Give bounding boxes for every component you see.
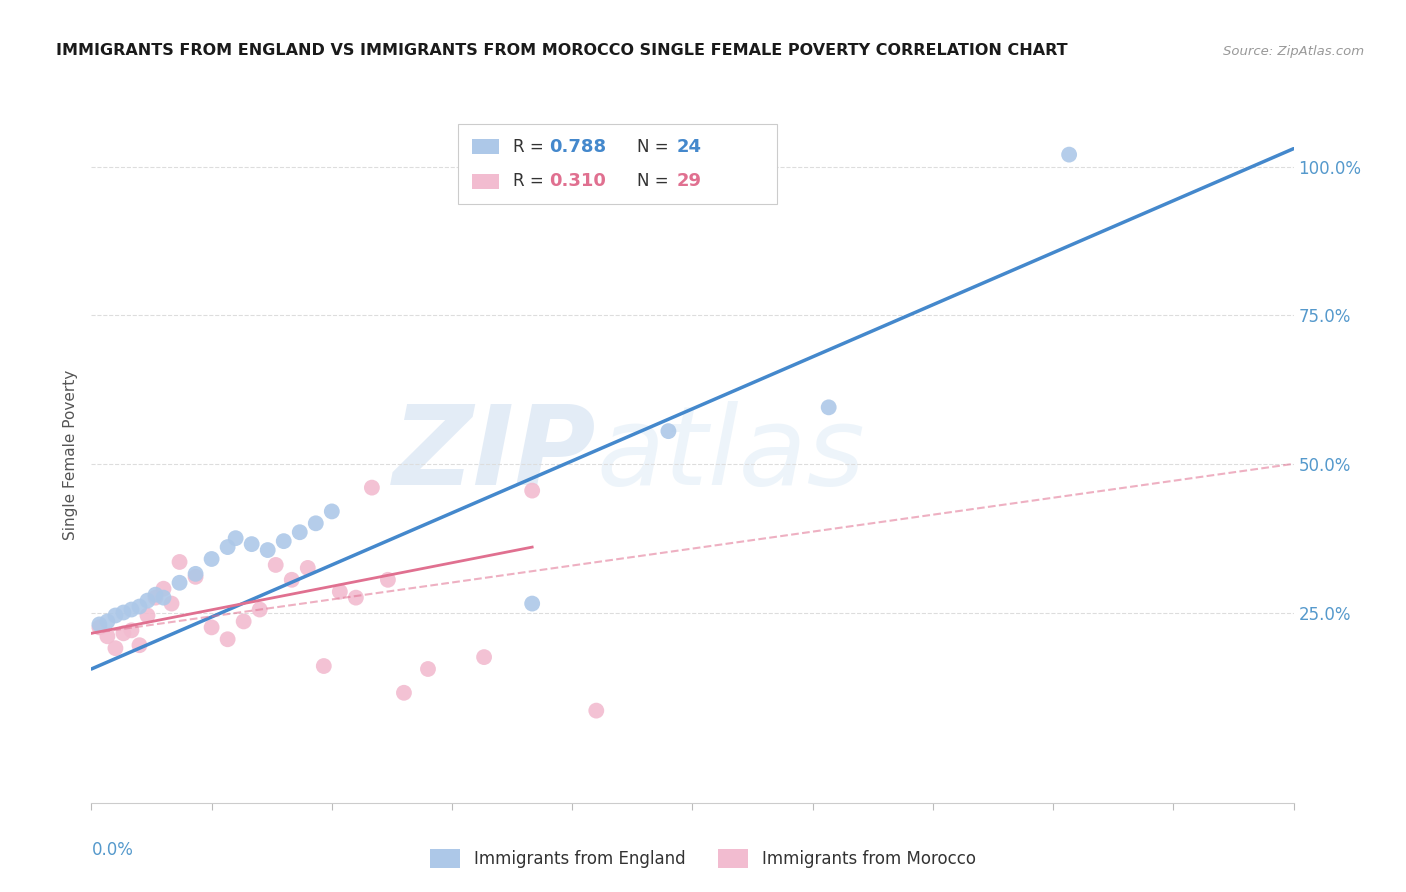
Point bbox=[112, 626, 135, 640]
Point bbox=[329, 584, 352, 599]
Point bbox=[217, 632, 239, 647]
Point bbox=[152, 591, 174, 605]
Text: R =: R = bbox=[513, 137, 550, 156]
Bar bbox=[472, 139, 499, 154]
Point bbox=[256, 543, 278, 558]
Point bbox=[104, 641, 127, 656]
Point bbox=[217, 540, 239, 554]
Text: R =: R = bbox=[513, 172, 550, 191]
Point bbox=[249, 602, 271, 616]
Text: 0.310: 0.310 bbox=[550, 172, 606, 191]
Point bbox=[281, 573, 304, 587]
Point bbox=[1057, 147, 1080, 161]
Point bbox=[817, 401, 839, 415]
Point bbox=[225, 531, 247, 545]
Y-axis label: Single Female Poverty: Single Female Poverty bbox=[62, 370, 77, 540]
Point bbox=[145, 588, 167, 602]
Point bbox=[184, 566, 207, 581]
Point bbox=[522, 597, 544, 611]
Point bbox=[360, 481, 382, 495]
Point bbox=[240, 537, 263, 551]
Text: atlas: atlas bbox=[596, 401, 865, 508]
Point bbox=[128, 638, 150, 652]
Text: N =: N = bbox=[637, 137, 673, 156]
Point bbox=[160, 597, 183, 611]
Point bbox=[121, 624, 143, 638]
Text: IMMIGRANTS FROM ENGLAND VS IMMIGRANTS FROM MOROCCO SINGLE FEMALE POVERTY CORRELA: IMMIGRANTS FROM ENGLAND VS IMMIGRANTS FR… bbox=[56, 43, 1069, 58]
Point bbox=[297, 561, 319, 575]
Text: 24: 24 bbox=[676, 137, 702, 156]
Point bbox=[312, 659, 335, 673]
Text: ZIP: ZIP bbox=[392, 401, 596, 508]
Point bbox=[657, 424, 679, 438]
Point bbox=[112, 606, 135, 620]
Text: 0.788: 0.788 bbox=[550, 137, 606, 156]
Point bbox=[201, 552, 224, 566]
Point bbox=[321, 504, 343, 518]
Point bbox=[472, 650, 495, 665]
FancyBboxPatch shape bbox=[458, 124, 776, 204]
Point bbox=[232, 615, 254, 629]
Point bbox=[136, 593, 159, 607]
Point bbox=[416, 662, 439, 676]
Point bbox=[96, 629, 118, 643]
Text: 0.0%: 0.0% bbox=[91, 841, 134, 859]
Point bbox=[152, 582, 174, 596]
Point bbox=[169, 555, 191, 569]
Point bbox=[89, 617, 111, 632]
Point bbox=[264, 558, 287, 572]
Point bbox=[305, 516, 328, 531]
Point bbox=[136, 608, 159, 623]
Point bbox=[169, 575, 191, 590]
Point bbox=[89, 620, 111, 634]
Point bbox=[585, 704, 607, 718]
Point bbox=[288, 525, 311, 540]
Text: Source: ZipAtlas.com: Source: ZipAtlas.com bbox=[1223, 45, 1364, 58]
Legend: Immigrants from England, Immigrants from Morocco: Immigrants from England, Immigrants from… bbox=[423, 842, 983, 875]
Point bbox=[201, 620, 224, 634]
Point bbox=[145, 591, 167, 605]
Point bbox=[121, 602, 143, 616]
Point bbox=[344, 591, 367, 605]
Point bbox=[96, 615, 118, 629]
Point bbox=[104, 608, 127, 623]
Text: 29: 29 bbox=[676, 172, 702, 191]
Point bbox=[377, 573, 399, 587]
Point bbox=[522, 483, 544, 498]
Point bbox=[273, 534, 295, 549]
Bar bbox=[472, 174, 499, 189]
Point bbox=[392, 686, 415, 700]
Text: N =: N = bbox=[637, 172, 673, 191]
Point bbox=[184, 570, 207, 584]
Point bbox=[128, 599, 150, 614]
